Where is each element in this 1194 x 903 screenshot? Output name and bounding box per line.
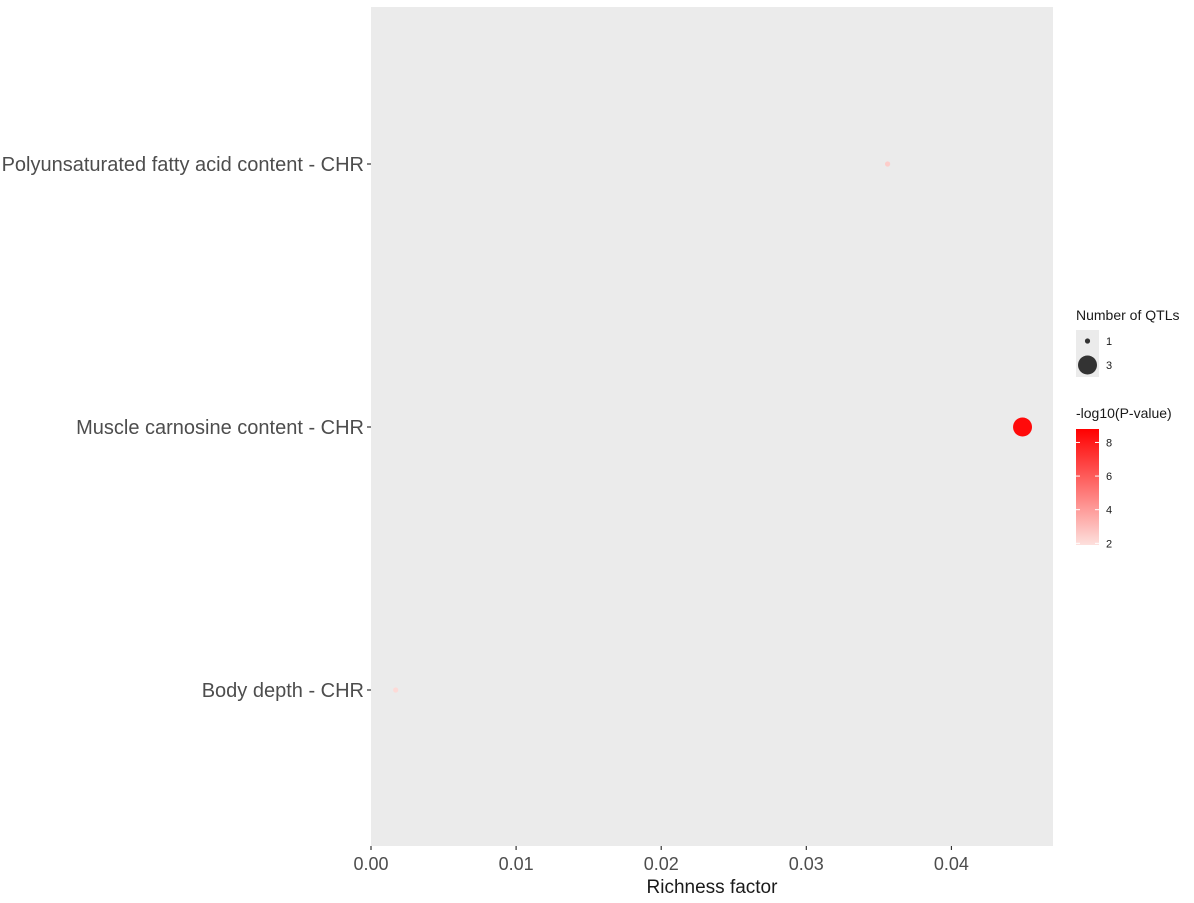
colorbar-tick-label: 2 bbox=[1106, 538, 1112, 550]
x-tick-label: 0.03 bbox=[789, 854, 824, 874]
y-tick-label: Body depth - CHR bbox=[202, 680, 364, 702]
data-point bbox=[393, 687, 399, 693]
x-tick-label: 0.04 bbox=[934, 854, 969, 874]
x-axis-title: Richness factor bbox=[647, 877, 779, 898]
y-tick-label: Polyunsaturated fatty acid content - CHR bbox=[2, 154, 364, 176]
size-legend-label: 3 bbox=[1106, 360, 1112, 372]
size-legend-key bbox=[1078, 355, 1097, 375]
y-axis: Polyunsaturated fatty acid content - CHR… bbox=[2, 154, 371, 702]
plot-panel bbox=[371, 7, 1053, 846]
color-legend: -log10(P-value) 2 4 6 8 bbox=[1076, 405, 1172, 550]
colorbar-tick-label: 6 bbox=[1106, 471, 1112, 483]
color-legend-title: -log10(P-value) bbox=[1076, 405, 1172, 421]
x-tick-label: 0.02 bbox=[644, 854, 679, 874]
size-legend-key bbox=[1084, 338, 1091, 344]
data-point bbox=[1013, 417, 1033, 437]
data-point bbox=[884, 161, 891, 167]
size-legend-title: Number of QTLs bbox=[1076, 307, 1179, 323]
x-tick-label: 0.01 bbox=[499, 854, 534, 874]
colorbar bbox=[1076, 429, 1099, 545]
size-legend-label: 1 bbox=[1106, 336, 1112, 348]
colorbar-tick-label: 8 bbox=[1106, 437, 1112, 449]
size-legend: Number of QTLs 1 3 bbox=[1076, 307, 1179, 377]
data-points bbox=[393, 161, 1033, 693]
x-tick-label: 0.00 bbox=[353, 854, 388, 874]
y-tick-label: Muscle carnosine content - CHR bbox=[76, 417, 364, 439]
x-axis: 0.00 0.01 0.02 0.03 0.04 bbox=[353, 846, 969, 874]
colorbar-tick-label: 4 bbox=[1106, 505, 1112, 517]
